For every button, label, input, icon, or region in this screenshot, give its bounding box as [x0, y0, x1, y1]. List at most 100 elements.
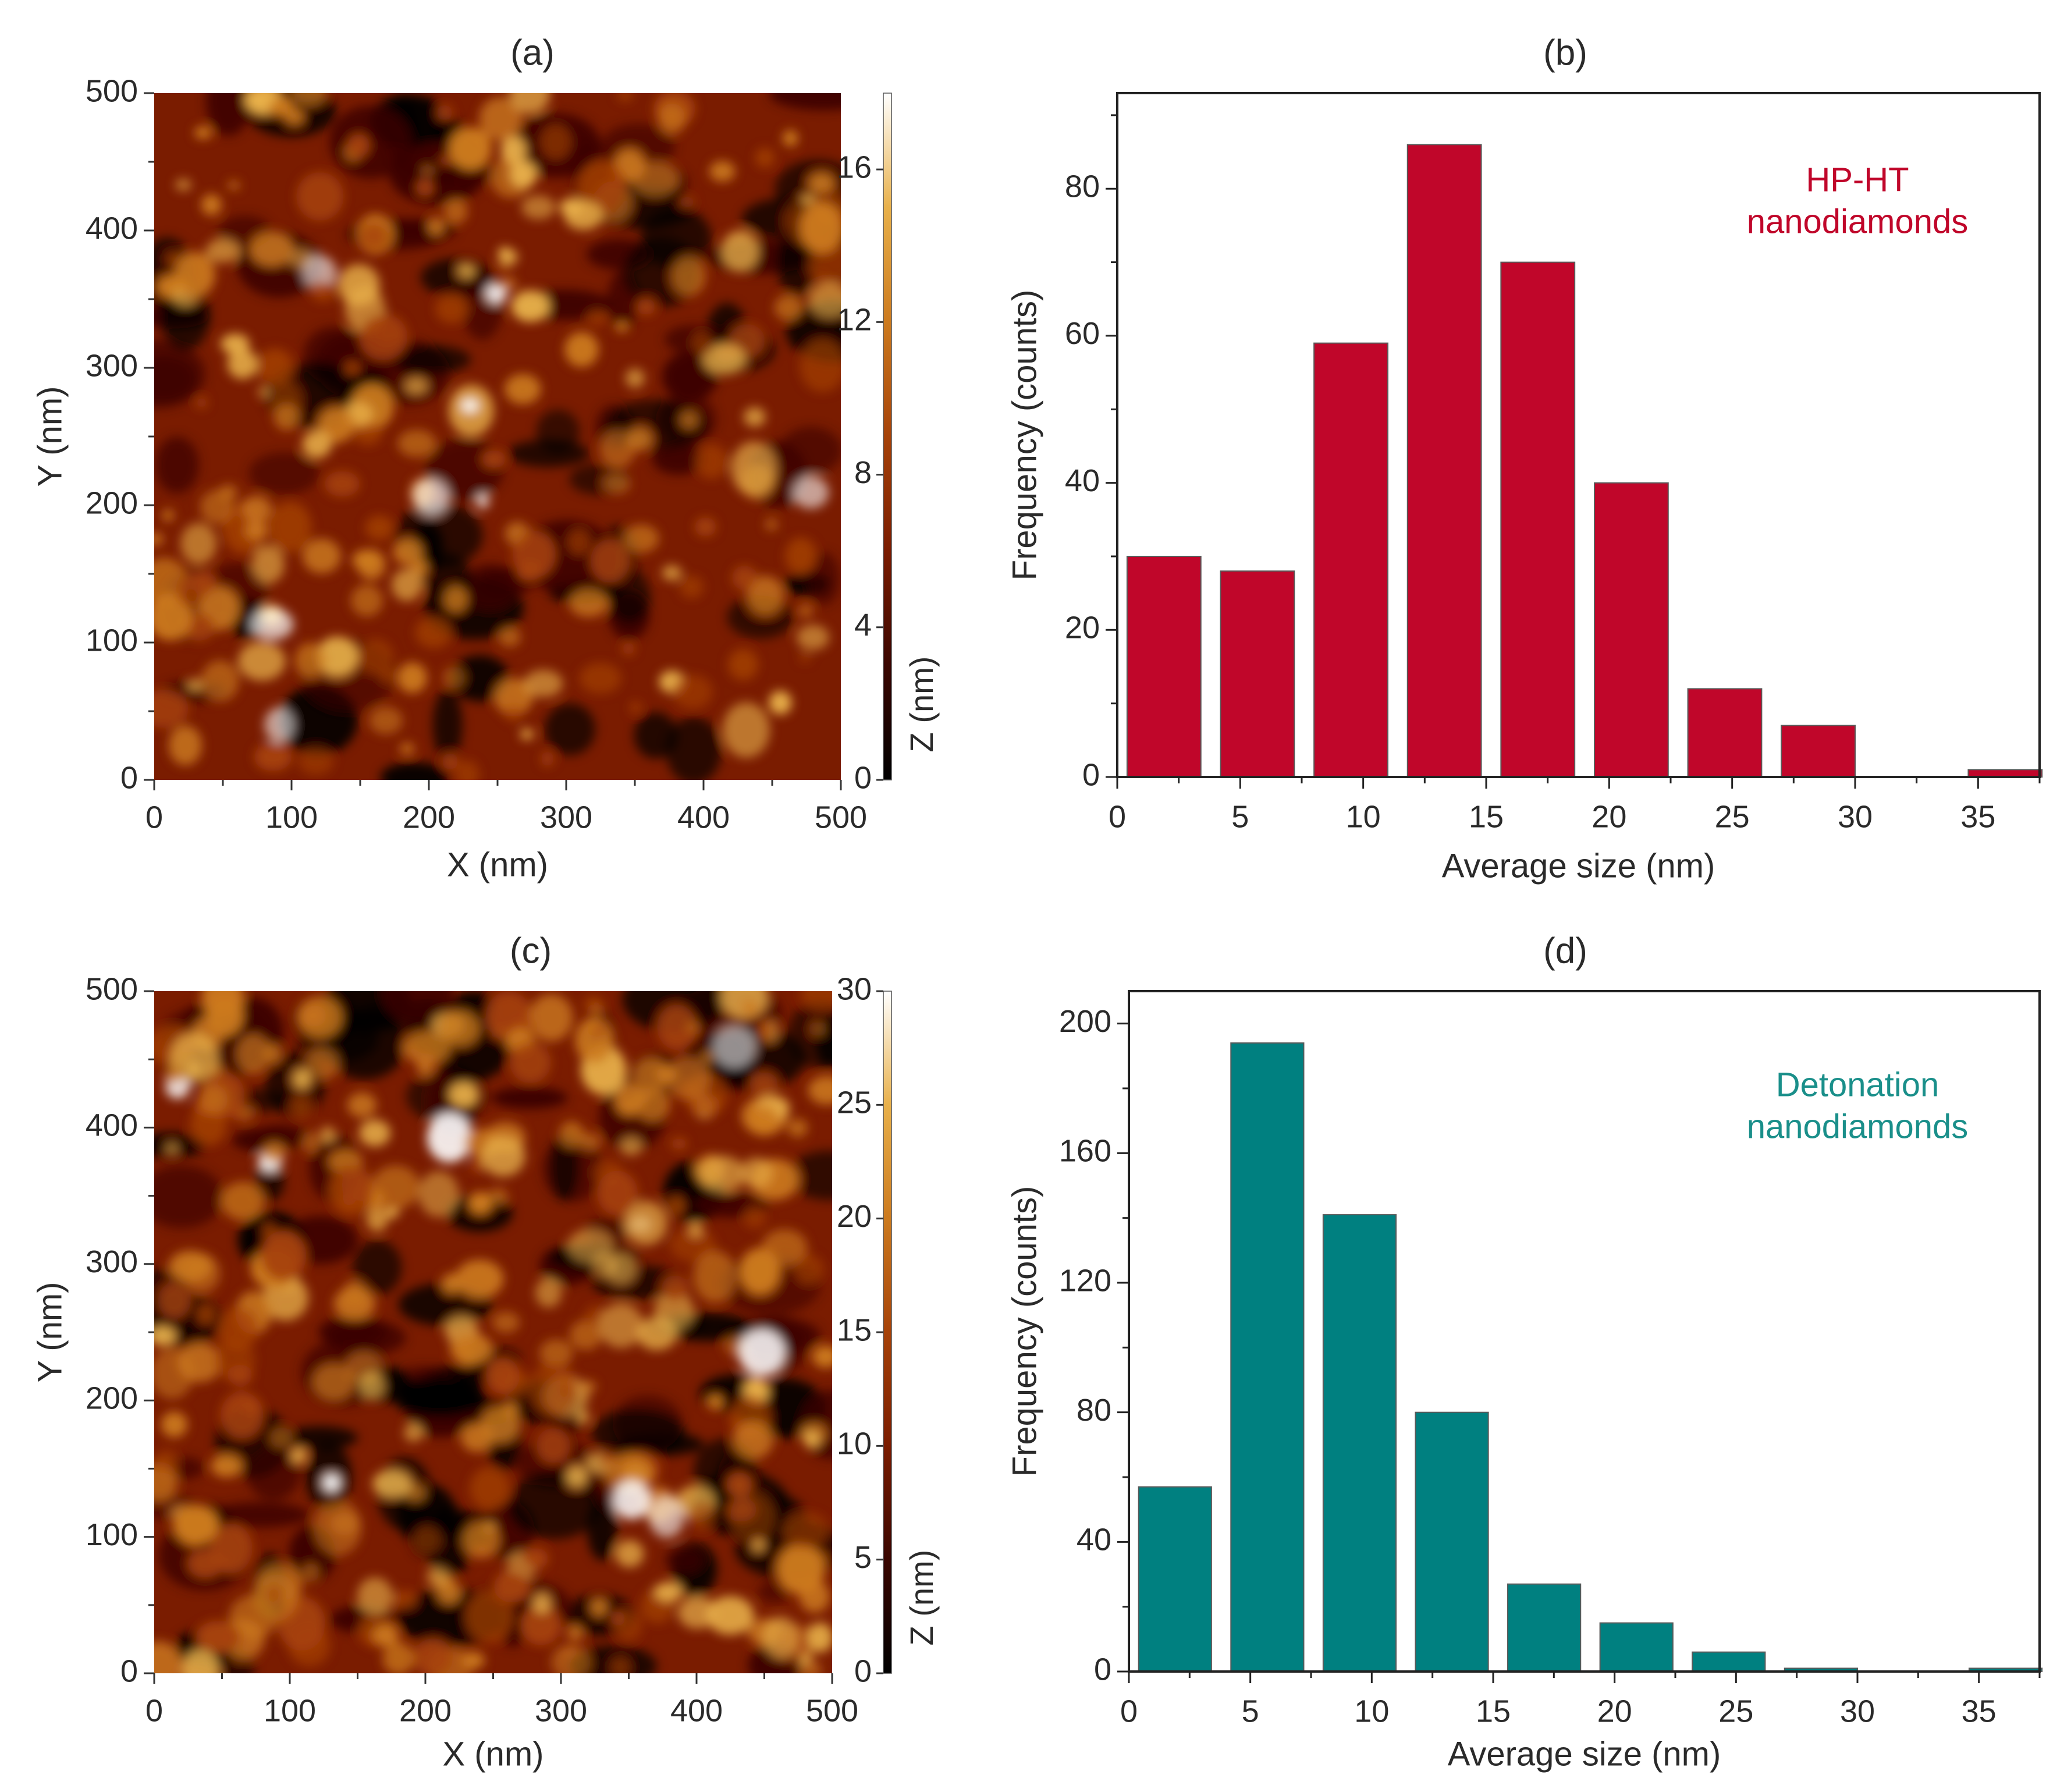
- afm-grain: [533, 1593, 551, 1613]
- y-tick-label: 300: [86, 348, 138, 383]
- afm-grain: [783, 130, 798, 147]
- colorbar-tick-label: 20: [837, 1199, 872, 1234]
- afm-grain: [201, 660, 239, 702]
- afm-grain: [680, 411, 698, 429]
- afm-grain: [720, 991, 769, 1019]
- afm-grain: [264, 1044, 282, 1064]
- afm-pit: [450, 655, 509, 702]
- afm-pit: [569, 1645, 657, 1673]
- afm-grain: [426, 1567, 449, 1587]
- y-tick-label: 0: [120, 760, 138, 795]
- afm-grain: [551, 1644, 591, 1673]
- afm-grain: [672, 675, 713, 709]
- afm-pit: [154, 356, 196, 403]
- afm-grain: [800, 991, 832, 1011]
- x-tick-label: 400: [677, 800, 730, 835]
- afm-pit: [808, 552, 840, 605]
- afm-grain: [288, 1624, 331, 1667]
- afm-grain: [302, 1563, 319, 1582]
- afm-topography: [154, 991, 832, 1673]
- x-tick-label: 500: [806, 1693, 858, 1728]
- afm-grain: [444, 585, 468, 612]
- afm-grain: [413, 1525, 442, 1554]
- afm-grain: [495, 1369, 531, 1398]
- afm-grain: [250, 608, 294, 640]
- afm-grain: [679, 196, 695, 208]
- afm-grain: [615, 322, 628, 332]
- afm-grain: [811, 1022, 826, 1037]
- afm-grain: [688, 1222, 703, 1239]
- x-tick-label: 0: [1120, 1694, 1138, 1729]
- afm-grain: [469, 1467, 510, 1511]
- afm-grain: [748, 1105, 779, 1136]
- afm-axes: 0 100 200 300 400 500 0 100 200 300 400 500: [86, 971, 858, 1728]
- bar: [1313, 342, 1388, 778]
- afm-grain: [154, 1450, 179, 1476]
- afm-pit: [662, 352, 718, 402]
- afm-grain: [196, 1620, 241, 1653]
- afm-grain: [498, 249, 518, 265]
- afm-grain: [615, 1540, 644, 1568]
- afm-grain: [201, 194, 222, 216]
- afm-grain: [180, 523, 217, 565]
- afm-grain: [386, 1207, 399, 1218]
- afm-grain: [302, 1131, 321, 1154]
- afm-grain: [291, 1447, 307, 1464]
- y-axis: 0 40 80 120 160 200: [1059, 1004, 1129, 1687]
- afm-topography: [154, 93, 841, 780]
- y-tick-label: 0: [1082, 757, 1100, 792]
- legend-annotation: Detonation nanodiamonds: [1747, 1066, 1969, 1145]
- afm-grain: [722, 230, 759, 272]
- afm-grain: [591, 1598, 608, 1617]
- afm-grain: [726, 1472, 752, 1497]
- y-tick-label: 120: [1059, 1263, 1111, 1298]
- afm-grain: [509, 93, 550, 114]
- afm-grain: [347, 133, 370, 157]
- afm-grain: [393, 1590, 418, 1609]
- x-tick-label: 500: [815, 800, 867, 835]
- afm-grain: [661, 1275, 688, 1303]
- afm-grain: [461, 1652, 485, 1669]
- afm-grain: [328, 1165, 374, 1216]
- afm-grain: [194, 126, 212, 139]
- afm-grain: [306, 1047, 339, 1080]
- afm-grain: [413, 1638, 453, 1673]
- y-tick-label: 80: [1065, 169, 1100, 204]
- afm-grain: [313, 1499, 362, 1556]
- bar: [1415, 1411, 1489, 1673]
- afm-grain: [358, 313, 408, 361]
- afm-grain: [262, 1141, 286, 1163]
- y-tick-label: 0: [1094, 1652, 1111, 1687]
- afm-grain: [709, 161, 736, 182]
- afm-grain: [293, 1069, 311, 1090]
- afm-pit: [390, 218, 456, 242]
- x-tick-label: 35: [1962, 1694, 1997, 1729]
- afm-grain: [154, 1641, 182, 1673]
- afm-grain: [268, 502, 312, 553]
- afm-pit: [666, 716, 722, 780]
- afm-grain: [539, 1339, 573, 1368]
- afm-grain: [435, 293, 468, 324]
- afm-grain: [161, 1411, 188, 1438]
- afm-grain: [614, 1083, 644, 1116]
- colorbar-gradient: [883, 93, 892, 780]
- afm-grain: [465, 1590, 514, 1644]
- afm-grain: [765, 518, 779, 531]
- afm-grain: [257, 386, 271, 398]
- bar: [1687, 688, 1763, 778]
- afm-pit: [380, 762, 449, 780]
- afm-grain: [274, 404, 300, 431]
- afm-grain: [731, 441, 777, 496]
- afm-pit: [353, 1240, 402, 1296]
- afm-grain: [382, 1642, 414, 1673]
- afm-grain: [442, 753, 459, 771]
- afm-pit: [769, 93, 841, 111]
- afm-grain: [404, 1423, 424, 1442]
- afm-grain: [667, 1195, 685, 1216]
- afm-grain: [808, 242, 841, 286]
- afm-grain: [807, 1622, 832, 1653]
- afm-grain: [511, 290, 550, 322]
- y-tick-label: 100: [86, 623, 138, 658]
- afm-grain: [702, 344, 746, 375]
- afm-grain: [421, 165, 434, 176]
